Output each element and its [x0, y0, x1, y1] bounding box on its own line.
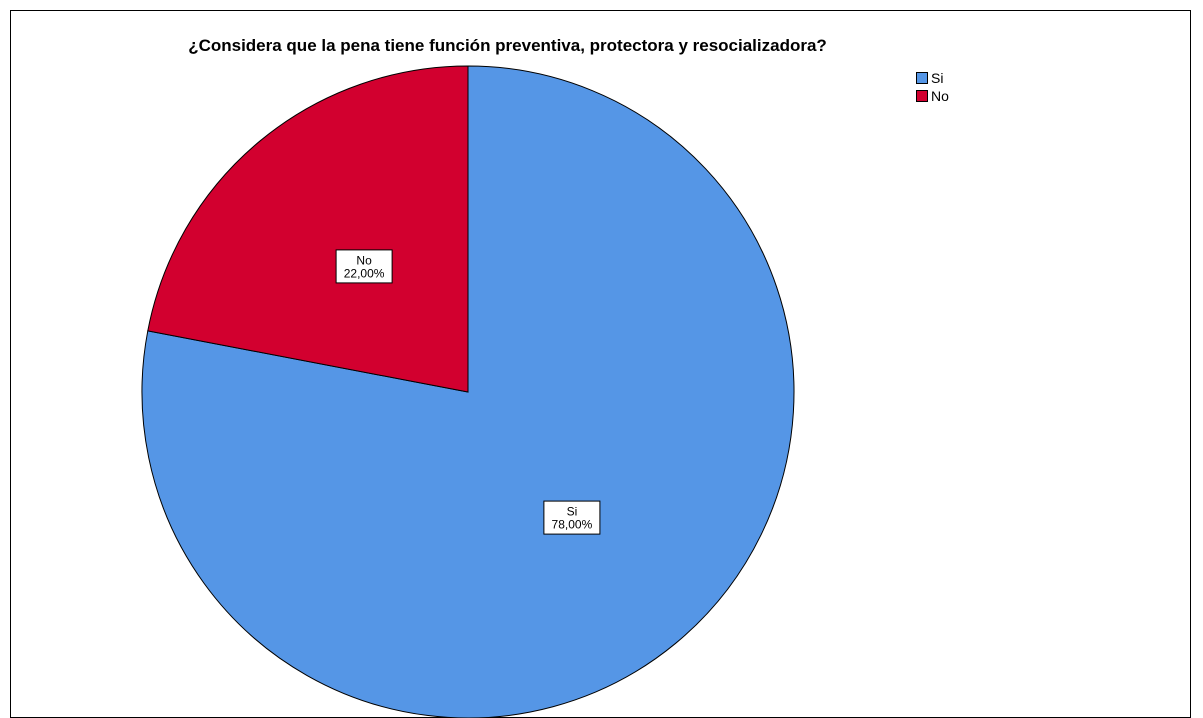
pie-slice-no — [147, 65, 469, 393]
legend-label-no: No — [931, 88, 949, 104]
legend-swatch-no — [916, 90, 928, 102]
slice-label-percent: 22,00% — [344, 266, 385, 280]
legend: Si No — [916, 69, 949, 105]
legend-item-no: No — [916, 87, 949, 105]
legend-label-si: Si — [931, 70, 944, 86]
slice-label-box — [543, 500, 601, 535]
chart-title: ¿Considera que la pena tiene función pre… — [188, 36, 827, 55]
slice-label-box — [335, 249, 393, 284]
slice-label-percent: 78,00% — [552, 518, 593, 532]
slice-label-category: Si — [567, 505, 578, 519]
legend-swatch-si — [916, 72, 928, 84]
slice-label-category: No — [356, 253, 372, 267]
pie-slice-si — [141, 65, 795, 718]
legend-item-si: Si — [916, 69, 949, 87]
